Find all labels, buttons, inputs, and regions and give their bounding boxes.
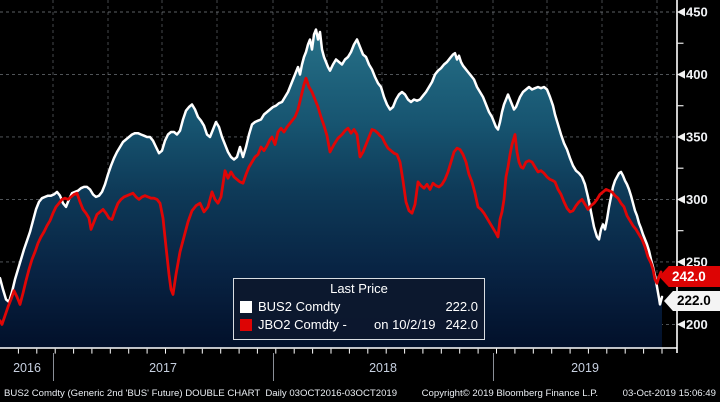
jbo2-last-price-tag: 242.0 xyxy=(659,266,720,287)
x-axis-year-band: 2016 2017 2018 2019 xyxy=(0,353,720,383)
legend-row-jbo2: JBO2 Comdty - on 10/2/19 242.0 xyxy=(240,316,478,334)
y-tick-arrow-350 xyxy=(677,132,685,142)
y-tick-label-350: 350 xyxy=(686,129,708,144)
jbo2-price-line xyxy=(0,76,663,326)
bus2-legend-value: 222.0 xyxy=(445,299,478,314)
copyright-text: Copyright© 2019 Bloomberg Finance L.P. xyxy=(421,388,599,399)
jbo2-swatch xyxy=(240,319,252,331)
y-tick-label-200: 200 xyxy=(686,317,708,332)
jbo2-legend-label: JBO2 Comdty - xyxy=(258,317,347,332)
x-year-label-2017: 2017 xyxy=(149,361,177,375)
chart-description-text: BUS2 Comdty (Generic 2nd 'BUS' Future) D… xyxy=(4,388,398,399)
y-tick-label-300: 300 xyxy=(686,192,708,207)
legend-row-bus2: BUS2 Comdty 222.0 xyxy=(240,298,478,316)
y-tick-arrow-300 xyxy=(677,195,685,204)
y-tick-arrow-400 xyxy=(677,70,685,79)
bus2-legend-label: BUS2 Comdty xyxy=(258,299,341,314)
year-divider xyxy=(273,353,274,381)
y-tick-arrow-450 xyxy=(677,7,685,17)
year-divider xyxy=(53,353,54,381)
bus2-last-price-tag: 222.0 xyxy=(664,291,720,311)
jbo2-legend-value: 242.0 xyxy=(445,317,478,332)
y-tick-label-400: 400 xyxy=(686,67,708,82)
bus2-area-fill xyxy=(0,29,662,348)
year-divider xyxy=(493,353,494,381)
y-tick-arrow-250 xyxy=(677,257,685,267)
legend[interactable]: Last Price BUS2 Comdty 222.0 JBO2 Comdty… xyxy=(233,278,485,340)
legend-title: Last Price xyxy=(330,281,388,296)
y-axis-tick-labels: 200 250 300 350 400 450 xyxy=(686,5,708,332)
bus2-swatch xyxy=(240,301,252,313)
status-bar: BUS2 Comdty (Generic 2nd 'BUS' Future) D… xyxy=(0,385,720,402)
axis-ticks xyxy=(17,7,685,354)
timestamp-text: 03-Oct-2019 15:06:49 xyxy=(622,388,716,399)
price-series-lines xyxy=(0,28,664,326)
y-tick-arrow-200 xyxy=(677,320,685,329)
y-tick-label-450: 450 xyxy=(686,5,708,20)
x-year-label-2018: 2018 xyxy=(369,361,397,375)
bus2-price-line xyxy=(0,28,664,306)
jbo2-legend-date: on 10/2/19 xyxy=(374,317,436,332)
y-tick-label-250: 250 xyxy=(686,254,708,269)
bus2-area-path xyxy=(0,29,662,348)
x-year-label-2016: 2016 xyxy=(13,361,41,375)
x-year-label-2019: 2019 xyxy=(571,361,599,375)
